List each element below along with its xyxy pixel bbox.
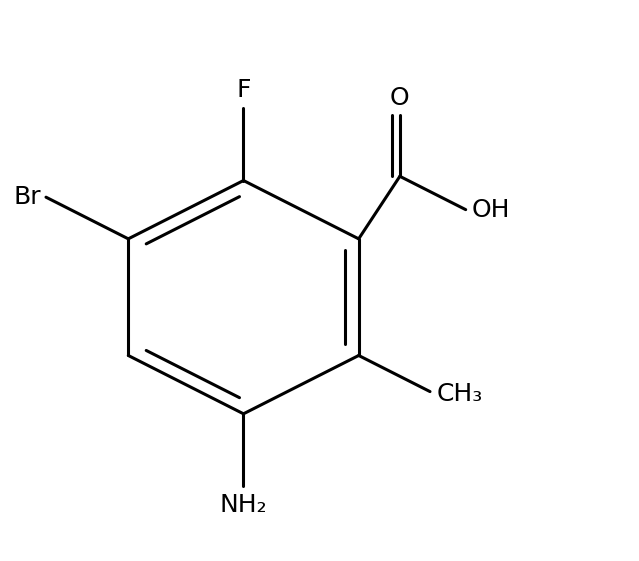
Text: OH: OH [472, 197, 511, 222]
Text: O: O [390, 86, 410, 109]
Text: Br: Br [13, 185, 41, 209]
Text: F: F [236, 77, 250, 102]
Text: CH₃: CH₃ [436, 383, 482, 406]
Text: NH₂: NH₂ [220, 493, 267, 517]
